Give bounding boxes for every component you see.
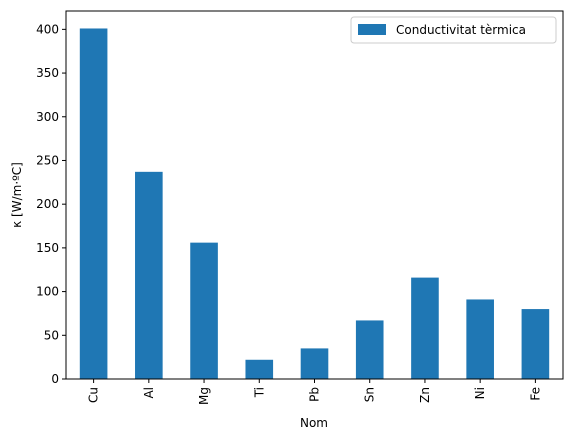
y-tick-label-200: 200 <box>36 197 59 211</box>
x-axis: Cu Al Mg Ti Pb Sn Zn Ni Fe <box>87 379 543 405</box>
y-tick-label-0: 0 <box>51 372 59 386</box>
y-axis: 0 50 100 150 200 250 300 350 400 <box>36 22 66 386</box>
x-axis-label: Nom <box>300 416 328 430</box>
legend-entry: Conductivitat tèrmica <box>396 23 526 37</box>
legend: Conductivitat tèrmica <box>351 17 556 43</box>
x-tick-label-ti: Ti <box>252 387 266 398</box>
y-tick-label-300: 300 <box>36 110 59 124</box>
x-tick-label-sn: Sn <box>363 387 377 402</box>
bar-sn <box>356 320 384 379</box>
bar-cu <box>80 28 108 379</box>
x-tick-label-ni: Ni <box>473 387 487 399</box>
bar-zn <box>411 278 439 379</box>
bar-fe <box>522 309 550 379</box>
bar-mg <box>190 243 218 379</box>
bar-ni <box>466 299 494 379</box>
bar-ti <box>245 360 273 379</box>
y-tick-label-150: 150 <box>36 241 59 255</box>
bar-pb <box>301 348 329 379</box>
x-tick-label-mg: Mg <box>197 387 211 405</box>
y-tick-label-250: 250 <box>36 153 59 167</box>
y-tick-label-50: 50 <box>44 328 59 342</box>
y-tick-label-350: 350 <box>36 66 59 80</box>
y-tick-label-100: 100 <box>36 285 59 299</box>
x-tick-label-fe: Fe <box>528 387 542 401</box>
y-axis-label: κ [W/m·ºC] <box>10 162 24 228</box>
x-tick-label-pb: Pb <box>308 387 322 402</box>
bars-group <box>80 28 549 379</box>
bar-al <box>135 172 163 379</box>
legend-swatch <box>358 24 386 35</box>
x-tick-label-zn: Zn <box>418 387 432 403</box>
y-tick-label-400: 400 <box>36 22 59 36</box>
x-tick-label-cu: Cu <box>87 387 101 403</box>
x-tick-label-al: Al <box>142 387 156 399</box>
